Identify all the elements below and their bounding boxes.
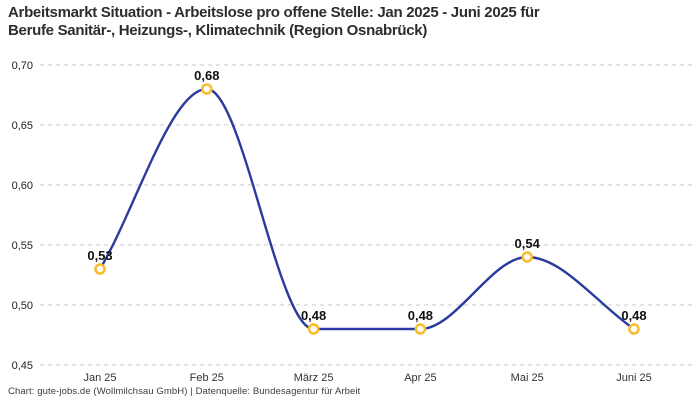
x-axis-tick-label: Feb 25 — [190, 372, 224, 384]
x-axis-tick-label: März 25 — [294, 372, 334, 384]
data-point-marker[interactable] — [521, 251, 533, 263]
chart-footer-credit: Chart: gute-jobs.de (Wollmilchsau GmbH) … — [8, 386, 361, 397]
data-point-marker[interactable] — [201, 83, 213, 95]
data-point-label: 0,48 — [301, 308, 326, 323]
y-axis-tick-label: 0,70 — [12, 60, 33, 72]
chart-title: Arbeitsmarkt Situation - Arbeitslose pro… — [8, 4, 668, 40]
y-axis-tick-label: 0,65 — [12, 120, 33, 132]
x-axis-tick-label: Mai 25 — [511, 372, 544, 384]
y-axis-tick-label: 0,45 — [12, 360, 33, 372]
data-point-label: 0,53 — [87, 248, 112, 263]
data-point-marker[interactable] — [628, 323, 640, 335]
y-axis-tick-label: 0,55 — [12, 240, 33, 252]
data-point-marker[interactable] — [414, 323, 427, 335]
x-axis-tick-label: Jan 25 — [83, 372, 116, 384]
y-axis-tick-label: 0,50 — [12, 300, 33, 312]
data-point-label: 0,48 — [408, 308, 433, 323]
x-axis-tick-label: Juni 25 — [616, 372, 651, 384]
chart-canvas: 0,70 0,65 0,60 0,55 0,50 0,45 Jan 25 Feb 25 März… — [12, 60, 692, 384]
x-axis-tick-label: Apr 25 — [404, 372, 436, 384]
data-point-label: 0,48 — [621, 308, 646, 323]
y-axis-tick-label: 0,60 — [12, 180, 33, 192]
data-point-marker[interactable] — [94, 263, 106, 275]
chart-title-line-1: Arbeitsmarkt Situation - Arbeitslose pro… — [8, 4, 540, 21]
chart-title-line-2: Berufe Sanitär-, Heizungs-, Klimatechnik… — [8, 22, 428, 39]
data-point-label: 0,68 — [194, 68, 219, 83]
data-point-label: 0,54 — [515, 236, 541, 251]
data-point-marker[interactable] — [307, 323, 320, 335]
